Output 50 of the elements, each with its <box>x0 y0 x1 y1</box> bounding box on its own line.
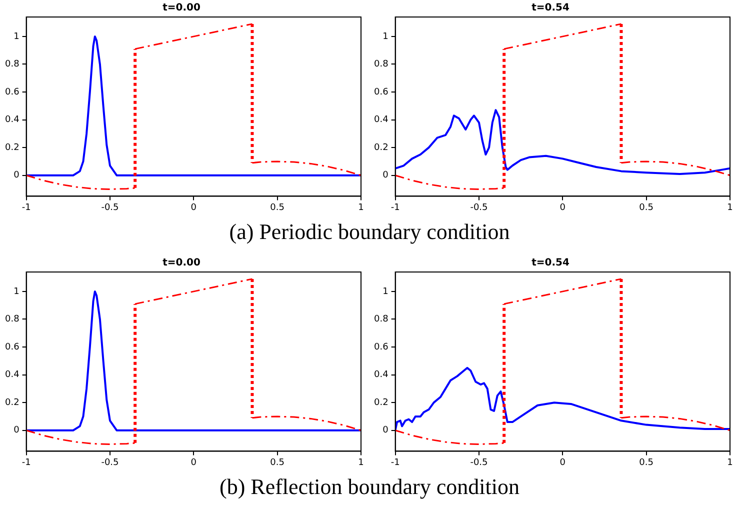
y-tick-label: 1 <box>14 32 20 42</box>
y-tick-label: 0.4 <box>374 370 389 380</box>
x-tick-label: 0.5 <box>639 458 654 468</box>
x-tick-label: 0 <box>190 458 197 468</box>
y-tick-label: 0.2 <box>4 398 20 408</box>
x-tick-label: -0.5 <box>101 202 119 213</box>
x-tick-label: -0.5 <box>470 458 488 468</box>
y-tick-label: 0.6 <box>374 342 389 352</box>
y-tick-label: 0.2 <box>374 398 388 408</box>
text: (a) Periodic boundary condition <box>228 218 511 246</box>
y-tick-label: 0.4 <box>4 115 20 126</box>
text: (b) Reflection boundary condition <box>218 473 520 501</box>
y-tick-label: 0 <box>382 426 389 436</box>
y-tick-label: 0 <box>14 170 20 181</box>
y-tick-label: 0 <box>14 426 20 436</box>
x-tick-label: -1 <box>22 458 31 468</box>
x-tick-label: 0 <box>560 202 566 213</box>
y-tick-label: 1 <box>382 32 388 42</box>
y-tick-label: 0.6 <box>4 342 20 352</box>
x-tick-label: 1 <box>727 458 733 468</box>
y-tick-label: 0.6 <box>4 87 20 98</box>
chart-title: t=0.00 <box>162 258 200 269</box>
x-tick-label: -1 <box>22 202 31 213</box>
x-tick-label: 1 <box>358 458 364 468</box>
x-tick-label: 0 <box>190 202 197 213</box>
x-tick-label: -1 <box>390 458 400 468</box>
x-tick-label: 1 <box>727 202 733 213</box>
x-tick-label: -0.5 <box>101 458 119 468</box>
y-tick-label: 0.8 <box>4 60 20 70</box>
x-tick-label: 0.5 <box>270 458 284 468</box>
y-tick-label: 0.8 <box>374 60 389 70</box>
y-tick-label: 1 <box>382 286 388 297</box>
y-tick-label: 0.2 <box>374 142 388 153</box>
y-tick-label: 0 <box>382 170 389 181</box>
y-tick-label: 0.4 <box>374 115 389 126</box>
chart-title: t=0.54 <box>532 2 570 14</box>
y-tick-label: 1 <box>14 286 20 297</box>
x-tick-label: 1 <box>358 202 364 213</box>
x-tick-label: 0.5 <box>270 202 284 213</box>
chart-title: t=0.00 <box>162 2 200 14</box>
y-tick-label: 0.8 <box>4 314 20 325</box>
chart-title: t=0.54 <box>532 258 570 269</box>
x-tick-label: -0.5 <box>470 202 488 213</box>
y-tick-label: 0.2 <box>4 142 20 153</box>
x-tick-label: -1 <box>390 202 400 213</box>
x-tick-label: 0.5 <box>639 202 654 213</box>
y-tick-label: 0.6 <box>374 87 389 98</box>
y-tick-label: 0.4 <box>4 370 20 380</box>
y-tick-label: 0.8 <box>374 314 389 325</box>
x-tick-label: 0 <box>560 458 566 468</box>
